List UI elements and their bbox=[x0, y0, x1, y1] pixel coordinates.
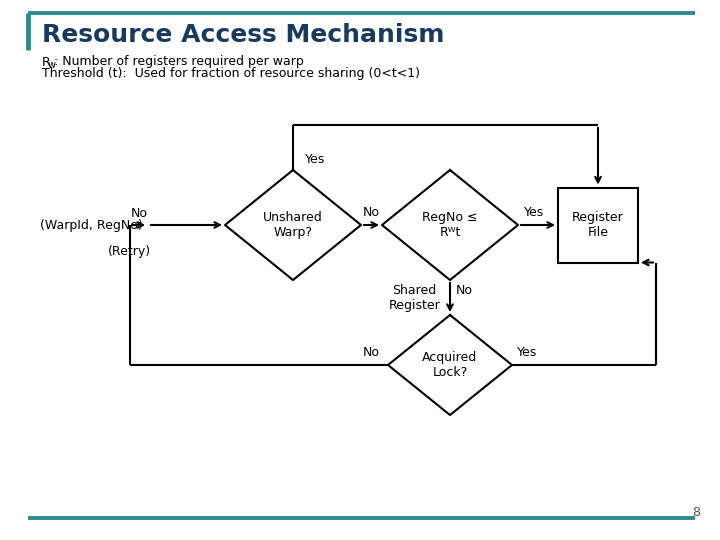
Text: Yes: Yes bbox=[517, 346, 537, 359]
Text: w: w bbox=[48, 60, 56, 70]
Text: (Retry): (Retry) bbox=[107, 245, 150, 258]
Text: Yes: Yes bbox=[305, 153, 325, 166]
Text: Yes: Yes bbox=[524, 206, 544, 219]
Text: Shared
Register: Shared Register bbox=[388, 284, 440, 312]
Text: RegNo ≤
Rᵂt: RegNo ≤ Rᵂt bbox=[422, 211, 478, 239]
Text: Acquired
Lock?: Acquired Lock? bbox=[423, 351, 477, 379]
Text: : Number of registers required per warp: : Number of registers required per warp bbox=[54, 56, 304, 69]
Text: Register
File: Register File bbox=[572, 211, 624, 239]
Polygon shape bbox=[388, 315, 512, 415]
Text: No: No bbox=[363, 346, 380, 359]
Polygon shape bbox=[382, 170, 518, 280]
Text: No: No bbox=[456, 284, 473, 297]
Bar bbox=[558, 187, 638, 262]
Text: No: No bbox=[130, 207, 148, 220]
Text: Threshold (t):  Used for fraction of resource sharing (0<t<1): Threshold (t): Used for fraction of reso… bbox=[42, 66, 420, 79]
Text: R: R bbox=[42, 56, 50, 69]
Text: Unshared
Warp?: Unshared Warp? bbox=[263, 211, 323, 239]
Text: No: No bbox=[363, 206, 380, 219]
Text: (WarpId, RegNo): (WarpId, RegNo) bbox=[40, 219, 143, 232]
Text: 8: 8 bbox=[692, 505, 700, 518]
Polygon shape bbox=[225, 170, 361, 280]
Text: Resource Access Mechanism: Resource Access Mechanism bbox=[42, 23, 444, 47]
